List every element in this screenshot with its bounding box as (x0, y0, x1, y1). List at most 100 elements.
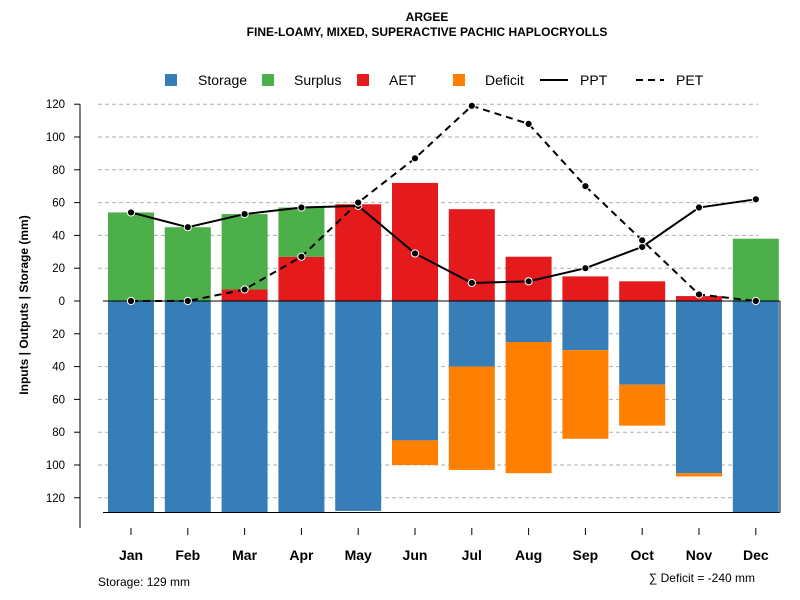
bar-storage-feb (164, 301, 211, 513)
y-tick-label: 20 (52, 329, 65, 341)
point-ppt-jul (467, 278, 476, 288)
month-label-oct: Oct (631, 547, 655, 563)
point-ppt-jun (410, 249, 420, 258)
legend-swatch-aet (357, 74, 369, 86)
month-label-jul: Jul (462, 547, 482, 563)
bar-aet-oct (619, 281, 666, 301)
y-tick-label: 60 (52, 394, 65, 406)
month-label-sep: Sep (573, 547, 599, 563)
y-axis-ticks: 120 100 80 60 40 20 0 20 40 60 80 100 120 (46, 99, 80, 505)
month-label-mar: Mar (232, 547, 257, 563)
month-label-nov: Nov (686, 547, 713, 563)
bar-aet-sep (562, 276, 609, 301)
bar-surplus-feb (164, 227, 211, 301)
bar-surplus-jan (108, 212, 154, 301)
y-tick-label: 60 (52, 198, 65, 210)
point-pet-jun (410, 154, 420, 163)
bar-deficit-jun (392, 440, 438, 465)
series-lines (126, 101, 760, 306)
y-tick-label: 80 (52, 165, 65, 177)
month-label-jun: Jun (403, 547, 428, 563)
legend-label-aet: AET (389, 72, 417, 88)
point-pet-feb (183, 296, 192, 306)
bar-aet-may (335, 204, 382, 301)
point-pet-nov (694, 290, 704, 299)
bar-storage-nov (676, 301, 722, 474)
y-tick-label: 0 (59, 296, 65, 308)
axes-group (79, 104, 781, 528)
legend-swatch-surplus (262, 74, 274, 86)
bar-storage-jun (392, 301, 438, 441)
y-tick-label: 40 (52, 362, 65, 374)
chart-subtitle: FINE-LOAMY, MIXED, SUPERACTIVE PACHIC HA… (247, 25, 608, 39)
bar-aet-apr (278, 256, 325, 301)
y-tick-label: 40 (52, 230, 65, 242)
bar-storage-may (335, 301, 382, 511)
chart-legend: Storage Surplus AET Deficit PPT PET (165, 72, 704, 88)
y-tick-label: 100 (46, 132, 65, 144)
bar-deficit-oct (619, 384, 666, 426)
chart-title: ARGEE (406, 10, 449, 24)
month-label-may: May (345, 547, 372, 563)
legend-label-pet: PET (676, 72, 704, 88)
bar-storage-jul (448, 301, 495, 367)
bar-aet-jul (448, 209, 495, 301)
bars-group (108, 182, 779, 513)
legend-swatch-deficit (453, 74, 465, 86)
legend-swatch-storage (165, 74, 177, 86)
bar-surplus-dec (732, 238, 779, 301)
month-label-apr: Apr (289, 547, 314, 563)
point-pet-dec (751, 296, 760, 306)
x-axis-ticks: Jan Feb Mar Apr May Jun Jul Aug Sep Oct Nov Dec (119, 528, 769, 563)
point-ppt-aug (524, 277, 533, 286)
deficit-annotation: ∑ Deficit = -240 mm (649, 571, 755, 585)
point-ppt-dec (751, 195, 760, 204)
y-tick-label: 100 (46, 460, 65, 472)
point-pet-aug (524, 119, 533, 128)
bar-storage-jan (108, 301, 154, 513)
y-tick-label: 20 (52, 263, 65, 275)
point-ppt-jan (126, 208, 136, 217)
bar-storage-sep (562, 301, 609, 351)
legend-label-deficit: Deficit (485, 72, 524, 88)
point-pet-jan (126, 296, 136, 306)
y-tick-label: 120 (46, 493, 65, 505)
bar-storage-oct (619, 301, 666, 385)
bar-storage-dec (732, 301, 779, 513)
bar-deficit-jul (448, 366, 495, 470)
bar-deficit-sep (562, 350, 609, 439)
point-pet-jul (467, 101, 476, 110)
bar-deficit-aug (505, 342, 552, 474)
point-ppt-feb (183, 223, 192, 232)
bar-storage-aug (505, 301, 552, 342)
point-ppt-nov (694, 203, 704, 212)
y-tick-label: 120 (46, 99, 65, 111)
point-ppt-mar (240, 209, 249, 219)
point-ppt-apr (297, 203, 306, 212)
line-ppt (130, 198, 756, 284)
bar-aet-mar (221, 289, 268, 301)
point-pet-may (354, 198, 363, 207)
month-label-dec: Dec (743, 547, 769, 563)
bar-storage-mar (221, 301, 268, 513)
point-ppt-sep (581, 264, 590, 273)
month-label-aug: Aug (515, 547, 542, 563)
bar-storage-apr (278, 301, 325, 513)
bar-aet-jun (392, 182, 438, 301)
storage-annotation: Storage: 129 mm (98, 575, 190, 589)
legend-label-ppt: PPT (580, 72, 608, 88)
y-axis-title: Inputs | Outputs | Storage (mm) (17, 215, 31, 394)
point-pet-oct (638, 236, 647, 245)
y-tick-label: 80 (52, 427, 65, 439)
bar-deficit-nov (676, 473, 722, 477)
legend-label-storage: Storage (198, 72, 247, 88)
month-label-jan: Jan (119, 547, 143, 563)
point-pet-mar (240, 285, 249, 294)
bar-surplus-apr (278, 207, 325, 257)
bar-surplus-mar (221, 214, 268, 290)
legend-label-surplus: Surplus (294, 72, 341, 88)
point-pet-apr (297, 252, 306, 261)
point-pet-sep (581, 182, 590, 191)
month-label-feb: Feb (175, 547, 200, 563)
